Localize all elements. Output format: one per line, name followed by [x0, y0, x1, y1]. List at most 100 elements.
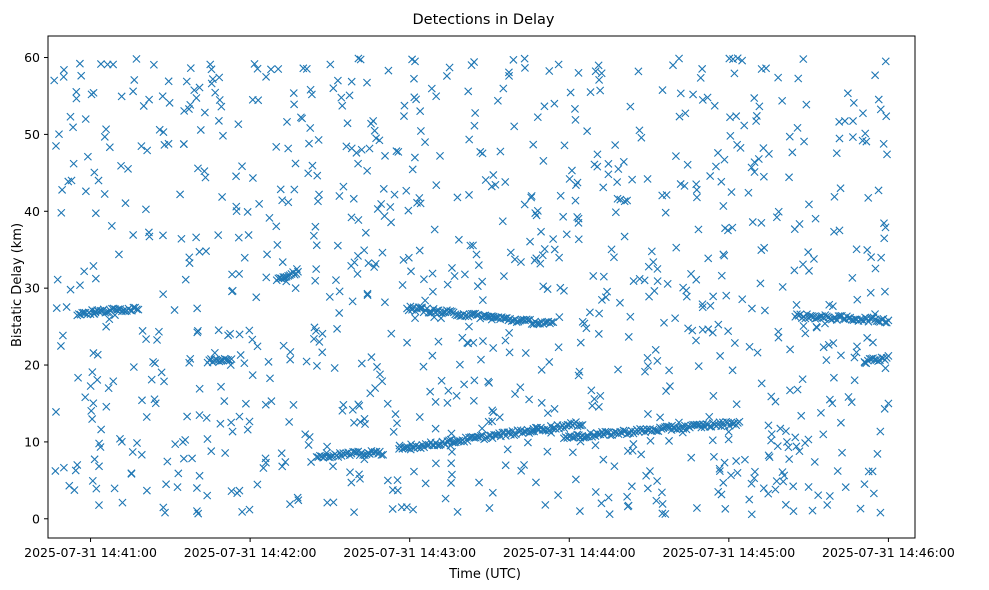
data-point-marker: [493, 96, 502, 105]
data-point-marker: [526, 427, 535, 436]
data-point-marker: [537, 398, 546, 407]
data-point-marker: [484, 417, 493, 426]
data-point-marker: [194, 509, 203, 518]
data-point-marker: [350, 508, 359, 517]
data-point-marker: [692, 336, 700, 345]
data-point-marker: [488, 488, 497, 497]
data-point-marker: [614, 165, 623, 174]
data-point-marker: [431, 424, 440, 433]
data-point-marker: [399, 255, 408, 264]
data-point-marker: [575, 507, 584, 516]
data-point-marker: [782, 437, 791, 446]
data-point-marker: [662, 422, 671, 431]
data-point-marker: [505, 348, 514, 357]
data-point-marker: [387, 218, 396, 227]
data-point-marker: [354, 216, 363, 225]
data-point-marker: [346, 468, 355, 477]
data-point-marker: [828, 399, 837, 408]
data-point-marker: [884, 399, 893, 408]
data-point-marker: [543, 409, 552, 418]
data-point-marker: [804, 248, 813, 257]
data-point-marker: [426, 387, 435, 396]
data-point-marker: [680, 181, 689, 190]
data-point-marker: [511, 390, 520, 399]
data-point-marker: [597, 295, 606, 304]
data-point-marker: [750, 474, 759, 483]
data-point-marker: [253, 64, 262, 73]
data-point-marker: [626, 312, 635, 321]
data-point-marker: [597, 499, 606, 508]
data-point-marker: [412, 95, 421, 104]
data-point-marker: [235, 330, 244, 339]
data-point-marker: [838, 448, 847, 457]
data-point-marker: [467, 309, 476, 318]
data-point-marker: [715, 464, 724, 473]
data-point-marker: [381, 151, 390, 160]
data-point-marker: [185, 259, 194, 268]
data-point-marker: [354, 159, 363, 168]
data-point-marker: [437, 376, 446, 385]
x-axis-label: Time (UTC): [448, 567, 521, 582]
data-point-marker: [217, 382, 225, 391]
data-point-marker: [792, 300, 801, 309]
data-point-marker: [476, 147, 485, 156]
data-point-marker: [644, 362, 653, 370]
data-point-marker: [69, 123, 78, 132]
data-point-marker: [880, 219, 888, 228]
data-point-marker: [383, 476, 392, 485]
data-point-marker: [790, 225, 799, 234]
data-point-marker: [732, 457, 741, 466]
data-point-marker: [235, 412, 244, 421]
data-point-marker: [236, 351, 245, 360]
data-point-marker: [102, 322, 111, 331]
data-point-marker: [657, 488, 666, 497]
data-point-marker: [460, 380, 469, 389]
data-point-marker: [752, 117, 761, 126]
data-point-marker: [714, 320, 723, 329]
data-point-marker: [411, 57, 420, 66]
data-point-marker: [245, 417, 254, 426]
data-point-marker: [880, 287, 889, 296]
data-point-marker: [726, 131, 735, 140]
data-point-marker: [732, 112, 741, 121]
data-point-marker: [443, 280, 452, 289]
data-point-marker: [279, 341, 288, 350]
data-point-marker: [376, 370, 384, 379]
data-point-marker: [520, 460, 529, 469]
data-point-marker: [215, 73, 224, 82]
data-point-marker: [619, 157, 628, 166]
data-point-marker: [849, 98, 858, 107]
data-point-marker: [862, 137, 871, 146]
data-point-marker: [829, 373, 838, 382]
data-point-marker: [51, 141, 60, 150]
data-point-marker: [142, 412, 151, 421]
data-point-marker: [238, 162, 247, 171]
data-point-marker: [364, 259, 373, 268]
data-point-marker: [463, 338, 472, 347]
data-point-marker: [829, 339, 838, 348]
data-point-marker: [93, 375, 102, 384]
data-point-marker: [599, 455, 608, 464]
data-point-marker: [574, 235, 583, 244]
data-point-marker: [186, 354, 195, 363]
data-point-marker: [137, 450, 146, 459]
data-point-marker: [179, 140, 188, 149]
data-point-marker: [377, 450, 386, 459]
data-point-marker: [227, 287, 236, 296]
data-point-marker: [274, 274, 283, 283]
data-point-marker: [689, 90, 698, 99]
data-point-marker: [214, 231, 223, 240]
data-point-marker: [447, 478, 456, 487]
data-point-marker: [858, 109, 867, 118]
data-point-marker: [753, 348, 762, 357]
data-point-marker: [333, 324, 342, 333]
data-point-marker: [290, 100, 299, 109]
data-point-marker: [50, 76, 59, 85]
data-point-marker: [665, 366, 674, 375]
data-point-marker: [304, 169, 313, 178]
data-point-marker: [234, 120, 243, 129]
data-point-marker: [747, 479, 756, 488]
data-point-marker: [585, 308, 594, 317]
data-point-marker: [144, 228, 153, 237]
data-point-marker: [475, 478, 484, 487]
